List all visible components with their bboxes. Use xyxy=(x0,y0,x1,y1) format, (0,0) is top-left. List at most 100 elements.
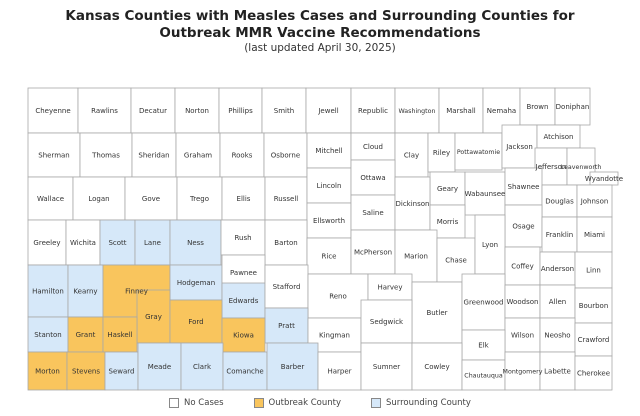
county-gray[interactable] xyxy=(136,289,171,344)
county-shape[interactable] xyxy=(307,273,369,319)
county-shape[interactable] xyxy=(554,87,591,126)
county-rice[interactable] xyxy=(306,237,352,275)
county-shape[interactable] xyxy=(263,132,308,178)
county-bourbon[interactable] xyxy=(574,287,613,324)
county-hamilton[interactable] xyxy=(27,264,69,318)
county-neosho[interactable] xyxy=(539,317,576,353)
county-shape[interactable] xyxy=(574,322,613,357)
county-ness[interactable] xyxy=(169,219,222,266)
county-shape[interactable] xyxy=(27,264,69,318)
county-shape[interactable] xyxy=(305,87,352,134)
county-shape[interactable] xyxy=(429,171,466,206)
county-chautauqua[interactable] xyxy=(461,359,506,391)
county-shape[interactable] xyxy=(474,214,506,275)
county-shape[interactable] xyxy=(266,342,319,391)
county-pottawatomie[interactable] xyxy=(454,132,503,171)
county-shape[interactable] xyxy=(180,342,224,391)
county-grant[interactable] xyxy=(67,316,104,353)
county-shape[interactable] xyxy=(264,219,308,266)
county-shape[interactable] xyxy=(306,132,352,169)
county-mitchell[interactable] xyxy=(306,132,352,169)
county-allen[interactable] xyxy=(539,284,576,319)
county-shape[interactable] xyxy=(350,229,396,275)
county-dickinson[interactable] xyxy=(394,176,431,231)
county-shape[interactable] xyxy=(218,87,263,134)
county-shape[interactable] xyxy=(464,171,506,216)
county-seward[interactable] xyxy=(104,351,139,391)
county-decatur[interactable] xyxy=(130,87,176,134)
county-russell[interactable] xyxy=(264,176,308,221)
county-shape[interactable] xyxy=(72,176,126,221)
county-jewell[interactable] xyxy=(305,87,352,134)
county-sumner[interactable] xyxy=(360,342,413,391)
county-harvey[interactable] xyxy=(367,273,413,301)
county-miami[interactable] xyxy=(576,216,613,253)
county-ottawa[interactable] xyxy=(350,159,396,196)
county-shape[interactable] xyxy=(27,219,67,266)
county-greeley[interactable] xyxy=(27,219,67,266)
county-shape[interactable] xyxy=(350,132,396,161)
county-woodson[interactable] xyxy=(504,284,541,319)
county-thomas[interactable] xyxy=(79,132,133,178)
legend-item-no-cases[interactable]: No Cases xyxy=(169,398,224,408)
county-shape[interactable] xyxy=(99,219,136,266)
county-geary[interactable] xyxy=(429,171,466,206)
county-saline[interactable] xyxy=(350,194,396,231)
county-marion[interactable] xyxy=(394,229,438,283)
county-logan[interactable] xyxy=(72,176,126,221)
county-jackson[interactable] xyxy=(501,124,538,169)
county-cherokee[interactable] xyxy=(574,355,613,391)
county-crawford[interactable] xyxy=(574,322,613,357)
county-shape[interactable] xyxy=(539,251,576,286)
county-barton[interactable] xyxy=(264,219,308,266)
county-shape[interactable] xyxy=(541,184,578,218)
county-shape[interactable] xyxy=(394,229,438,283)
county-graham[interactable] xyxy=(175,132,221,178)
county-coffey[interactable] xyxy=(504,246,541,286)
county-shape[interactable] xyxy=(169,219,222,266)
county-rooks[interactable] xyxy=(219,132,265,178)
county-shape[interactable] xyxy=(222,351,268,391)
county-lyon[interactable] xyxy=(474,214,506,275)
county-wichita[interactable] xyxy=(65,219,101,266)
county-shape[interactable] xyxy=(102,316,138,353)
county-phillips[interactable] xyxy=(218,87,263,134)
county-shape[interactable] xyxy=(134,219,171,266)
county-shape[interactable] xyxy=(504,246,541,286)
county-clay[interactable] xyxy=(394,132,429,178)
county-shape[interactable] xyxy=(574,287,613,324)
county-lane[interactable] xyxy=(134,219,171,266)
county-shape[interactable] xyxy=(220,219,266,256)
county-shape[interactable] xyxy=(454,132,503,171)
county-haskell[interactable] xyxy=(102,316,138,353)
county-mcpherson[interactable] xyxy=(350,229,396,275)
county-shape[interactable] xyxy=(360,342,413,391)
county-shape[interactable] xyxy=(27,87,79,134)
county-cheyenne[interactable] xyxy=(27,87,79,134)
county-shape[interactable] xyxy=(261,87,307,134)
county-shape[interactable] xyxy=(136,289,171,344)
county-barber[interactable] xyxy=(266,342,319,391)
county-shape[interactable] xyxy=(264,176,308,221)
county-shape[interactable] xyxy=(67,316,104,353)
county-clark[interactable] xyxy=(180,342,224,391)
county-shape[interactable] xyxy=(130,87,176,134)
county-anderson[interactable] xyxy=(539,251,576,286)
county-washington[interactable] xyxy=(394,87,440,134)
county-shape[interactable] xyxy=(221,317,266,353)
county-shape[interactable] xyxy=(367,273,413,301)
county-shape[interactable] xyxy=(574,251,613,289)
legend-item-surrounding[interactable]: Surrounding County xyxy=(371,398,471,408)
county-shape[interactable] xyxy=(169,299,223,344)
county-linn[interactable] xyxy=(574,251,613,289)
county-shape[interactable] xyxy=(79,132,133,178)
county-shape[interactable] xyxy=(574,355,613,391)
county-shape[interactable] xyxy=(501,124,538,169)
county-douglas[interactable] xyxy=(541,184,578,218)
county-shape[interactable] xyxy=(137,342,182,391)
county-meade[interactable] xyxy=(137,342,182,391)
county-shape[interactable] xyxy=(350,159,396,196)
county-doniphan[interactable] xyxy=(554,87,591,126)
county-shape[interactable] xyxy=(306,237,352,275)
county-shape[interactable] xyxy=(541,216,578,253)
